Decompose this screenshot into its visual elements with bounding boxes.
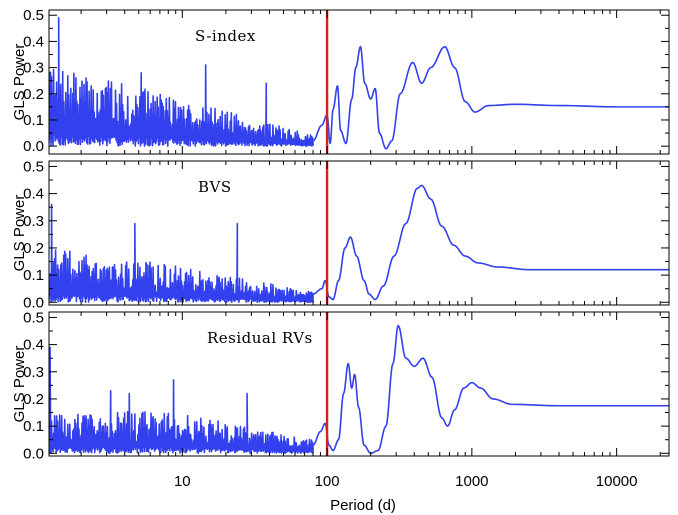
x-tick-label: 10	[174, 473, 191, 490]
x-tick-label: 10000	[596, 473, 638, 490]
y-tick-label: 0.4	[23, 337, 44, 354]
y-tick-label: 0.0	[23, 294, 44, 311]
y-tick-label: 0.1	[23, 112, 44, 129]
gls-power-line	[49, 17, 669, 150]
y-tick-label: 0.3	[23, 213, 44, 230]
panel-label: Residual RVs	[207, 329, 313, 347]
x-axis-title: Period (d)	[330, 497, 396, 514]
y-tick-label: 0.5	[23, 309, 44, 326]
panel-frame	[48, 311, 670, 457]
y-tick-label: 0.4	[23, 33, 44, 50]
y-tick-label: 0.5	[23, 7, 44, 24]
x-tick-label: 100	[315, 473, 340, 490]
y-tick-label: 0.1	[23, 267, 44, 284]
panel-frame	[48, 160, 670, 306]
y-tick-label: 0.2	[23, 391, 44, 408]
gls-power-line	[49, 324, 669, 455]
y-tick-label: 0.2	[23, 240, 44, 257]
y-tick-label: 0.3	[23, 60, 44, 77]
panel-2: 0.0 0.1 0.2 0.3 0.4 0.5 BVS GLS Power	[11, 158, 670, 311]
panel-label: BVS	[198, 178, 232, 196]
y-tick-label: 0.5	[23, 158, 44, 175]
panel-1: 0.0 0.1 0.2 0.3 0.4 0.5 S-index GLS Power	[11, 7, 670, 155]
y-axis-title: GLS Power	[11, 346, 28, 423]
panel-label: S-index	[195, 27, 256, 45]
y-tick-label: 0.1	[23, 418, 44, 435]
y-tick-label: 0.4	[23, 186, 44, 203]
panel-3: 0.0 0.1 0.2 0.3 0.4 0.5 Residual RVs GLS Power	[11, 309, 670, 462]
y-tick-label: 0.3	[23, 364, 44, 381]
y-tick-label: 0.0	[23, 138, 44, 155]
gls-power-line	[49, 184, 669, 304]
y-axis-title: GLS Power	[11, 44, 28, 121]
y-axis-title: GLS Power	[11, 195, 28, 272]
y-tick-label: 0.0	[23, 445, 44, 462]
y-tick-label: 0.2	[23, 86, 44, 103]
panel-frame	[48, 9, 670, 155]
x-tick-label: 1000	[455, 473, 488, 490]
